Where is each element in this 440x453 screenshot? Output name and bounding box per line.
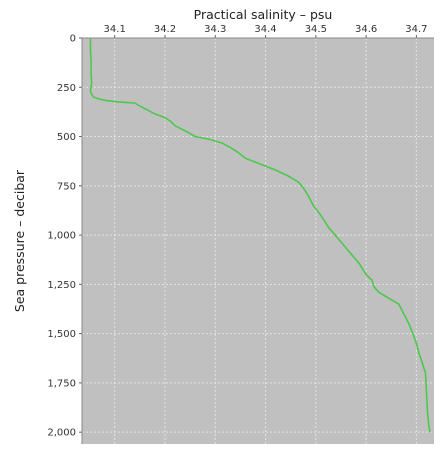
tick-labels: 34.1 34.2 34.3 34.4 34.5 34.6 34.7 0 250 500 750 1,… (47, 24, 427, 439)
x-tick-label: 34.1 (104, 24, 126, 35)
tick-marks (79, 35, 417, 433)
y-tick-label: 1,500 (47, 329, 76, 340)
y-axis-title: Sea pressure – decibar (12, 169, 27, 312)
x-tick-label: 34.5 (305, 24, 327, 35)
x-tick-label: 34.2 (154, 24, 176, 35)
x-tick-label: 34.6 (355, 24, 377, 35)
y-tick-label: 2,000 (47, 428, 76, 439)
y-tick-label: 250 (57, 83, 76, 94)
y-tick-label: 750 (57, 181, 76, 192)
y-tick-label: 1,000 (47, 231, 76, 242)
x-tick-label: 34.7 (405, 24, 427, 35)
y-tick-label: 500 (57, 132, 76, 143)
x-axis-title: Practical salinity – psu (194, 7, 333, 22)
x-tick-label: 34.4 (254, 24, 276, 35)
y-tick-label: 1,750 (47, 378, 76, 389)
salinity-series-line (89, 38, 431, 433)
x-tick-label: 34.3 (204, 24, 226, 35)
axes (81, 37, 434, 444)
y-tick-label: 0 (70, 34, 76, 45)
y-tick-label: 1,250 (47, 280, 76, 291)
